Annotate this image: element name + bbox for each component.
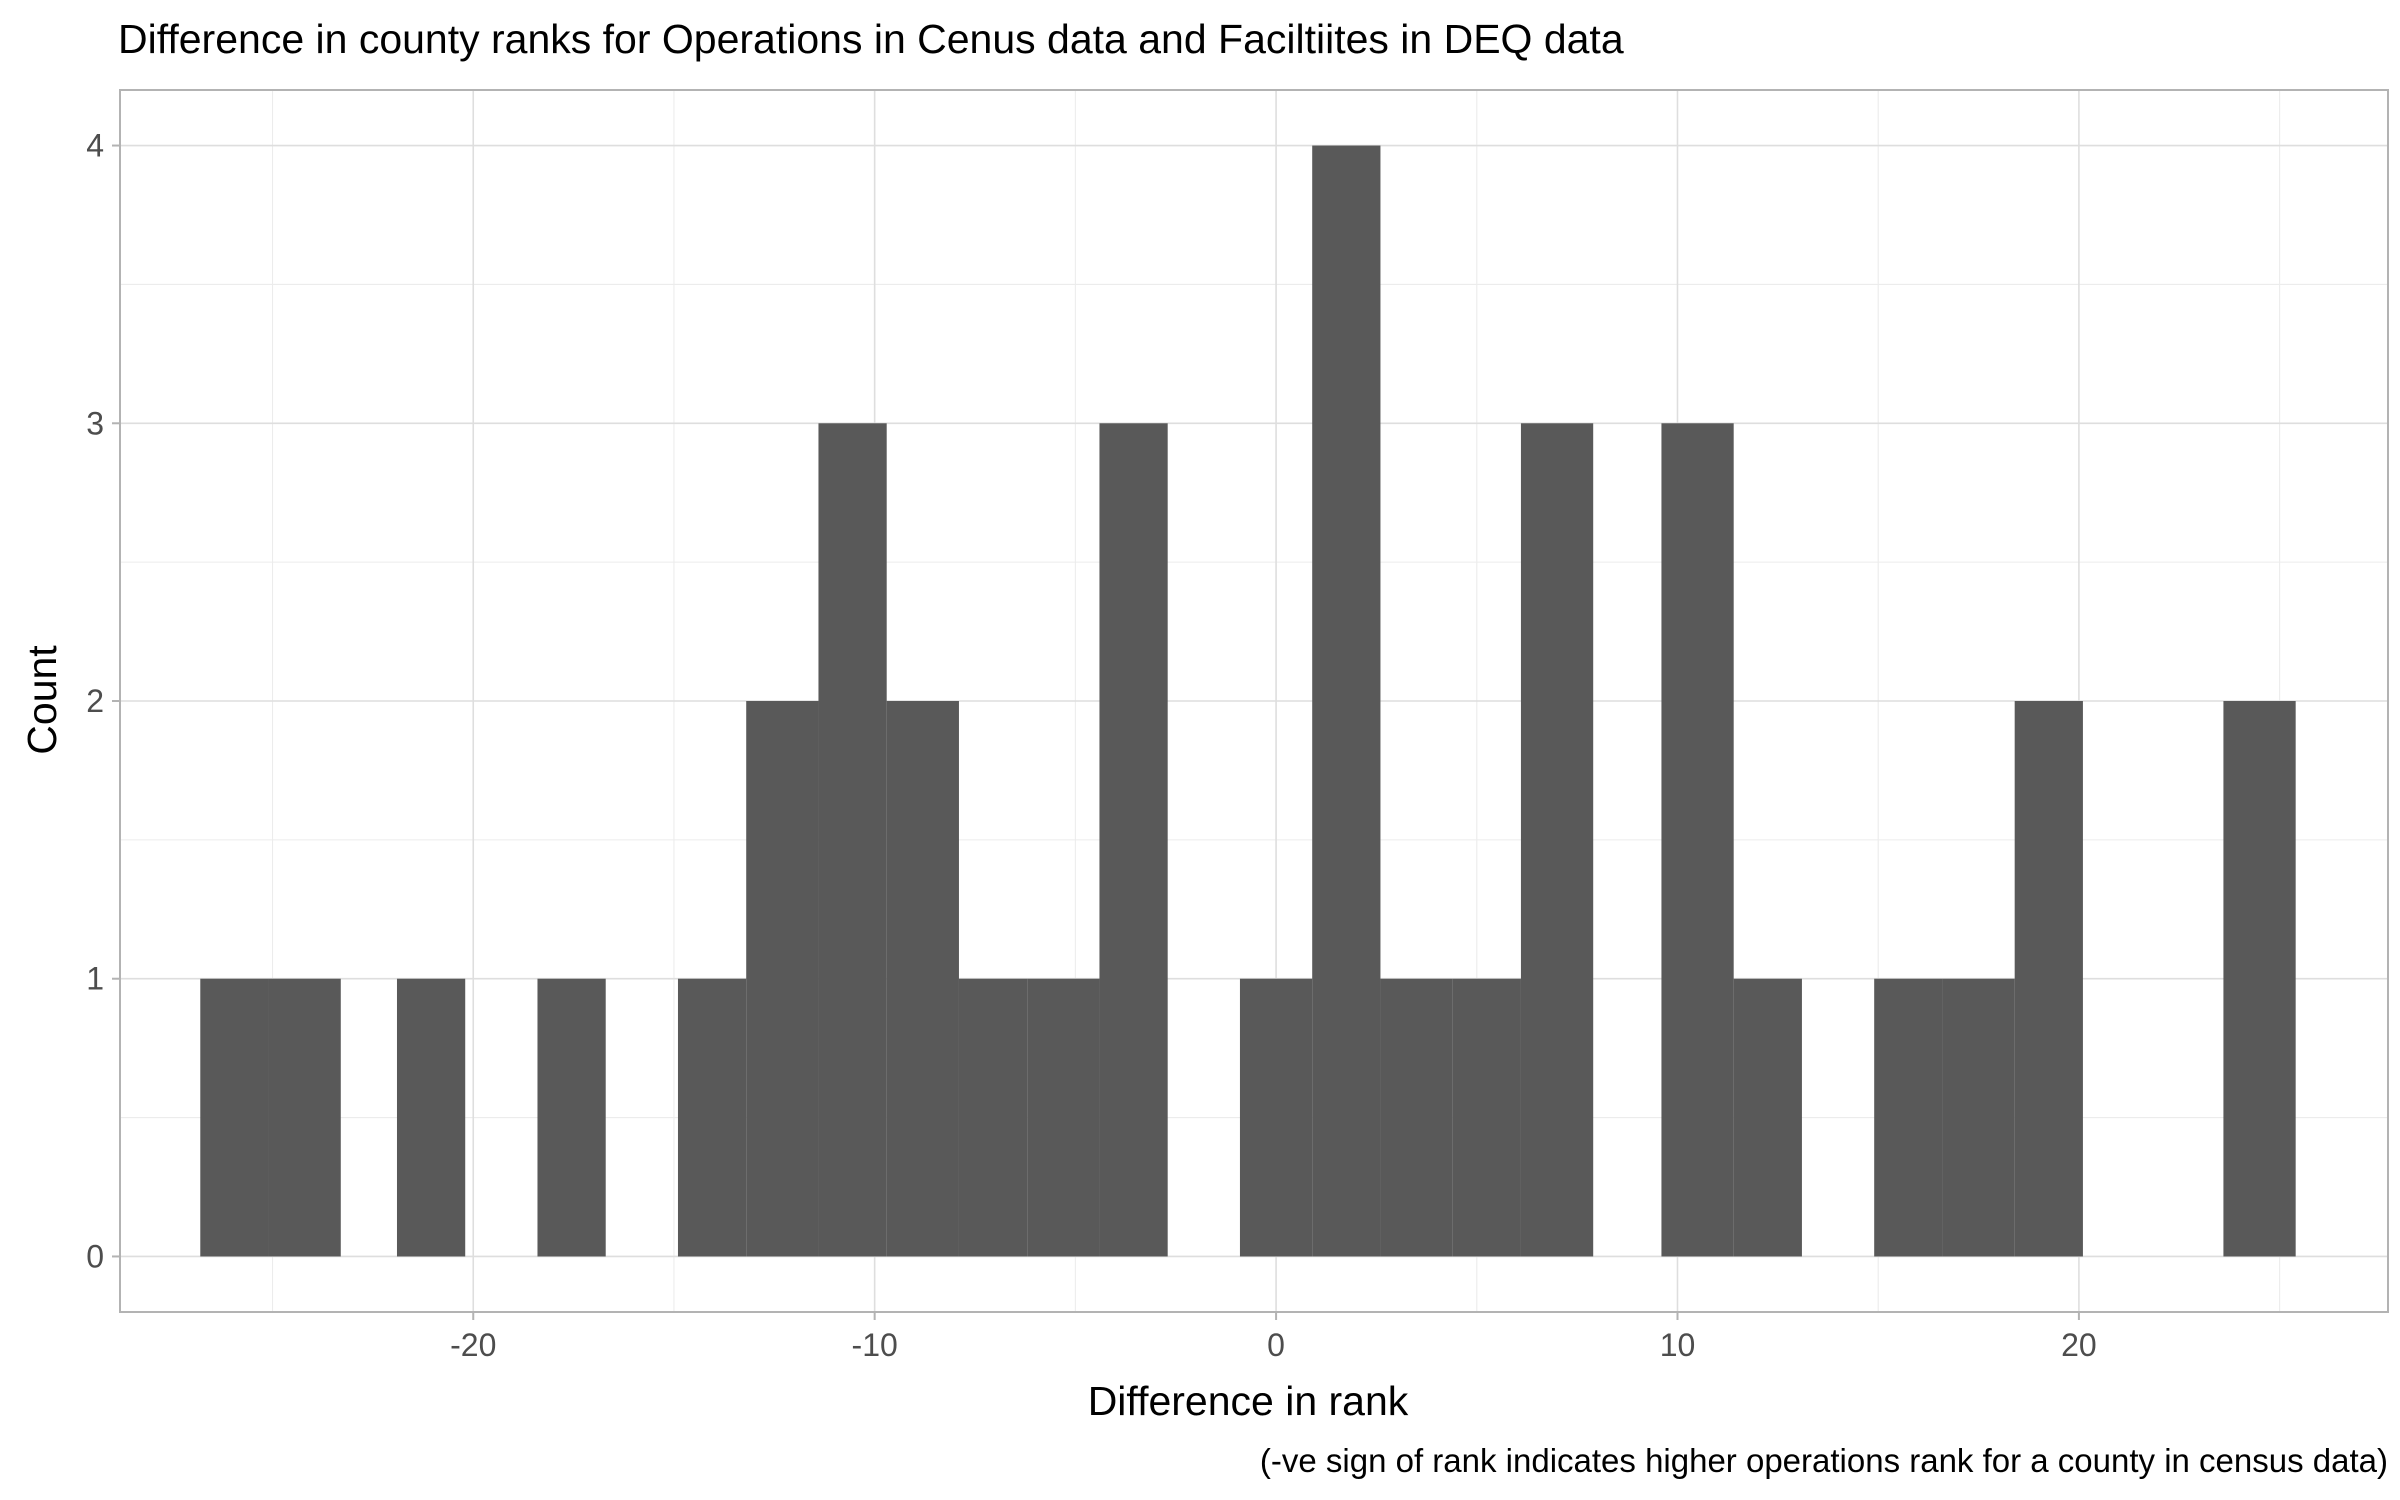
- x-tick-label: 10: [1660, 1327, 1696, 1363]
- x-tick-label: -10: [852, 1327, 898, 1363]
- histogram-bar: [1874, 978, 1943, 1257]
- histogram-bar: [1312, 145, 1381, 1257]
- histogram-bar: [958, 978, 1028, 1257]
- plot-panel: [119, 89, 2389, 1313]
- y-tick-label: 1: [86, 961, 104, 997]
- histogram-bar: [1733, 978, 1802, 1257]
- y-tick-label: 2: [86, 683, 104, 719]
- histogram-bar: [886, 701, 959, 1257]
- histogram-bar: [200, 978, 269, 1257]
- histogram-bar: [537, 978, 606, 1257]
- y-axis: 0 1 2 3 4: [86, 128, 120, 1274]
- histogram-bar: [1380, 978, 1453, 1257]
- x-tick-label: 0: [1267, 1327, 1285, 1363]
- histogram-bar: [2223, 701, 2296, 1257]
- y-tick-label: 3: [86, 405, 104, 441]
- histogram-bar: [1027, 978, 1100, 1257]
- histogram-bar: [1099, 423, 1168, 1257]
- histogram-bar: [677, 978, 747, 1257]
- y-axis-title: Count: [19, 645, 65, 755]
- histogram-bar: [396, 978, 466, 1257]
- histogram-bar: [268, 978, 341, 1257]
- histogram-bars: [200, 145, 2296, 1257]
- chart-caption: (-ve sign of rank indicates higher opera…: [1260, 1442, 2388, 1479]
- histogram-bar: [818, 423, 887, 1257]
- x-axis: -20 -10 0 10 20: [450, 1312, 2097, 1363]
- x-tick-label: 20: [2061, 1327, 2097, 1363]
- y-tick-label: 0: [86, 1238, 104, 1274]
- histogram-bar: [1661, 423, 1734, 1257]
- histogram-bar: [1942, 978, 2015, 1257]
- histogram-bar: [2014, 701, 2083, 1257]
- x-axis-title: Difference in rank: [1088, 1378, 1409, 1424]
- histogram-bar: [1452, 978, 1521, 1257]
- chart-title: Difference in county ranks for Operation…: [118, 16, 1624, 62]
- y-tick-label: 4: [86, 128, 104, 164]
- histogram-bar: [1239, 978, 1313, 1257]
- histogram-bar: [746, 701, 819, 1257]
- histogram-bar: [1520, 423, 1594, 1257]
- x-tick-label: -20: [450, 1327, 496, 1363]
